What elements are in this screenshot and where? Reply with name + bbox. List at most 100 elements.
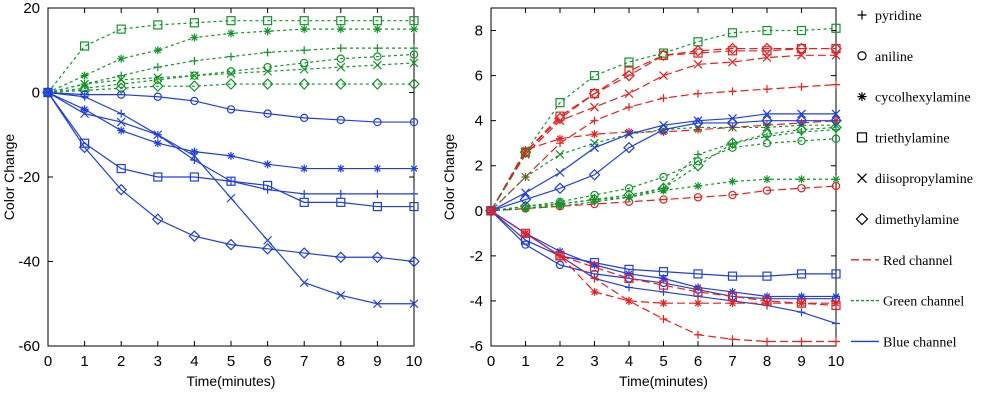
data-point-marker xyxy=(521,229,530,238)
data-point-marker xyxy=(115,183,128,196)
y-tick-label: 20 xyxy=(23,0,40,17)
data-point-marker xyxy=(555,168,565,177)
data-point-marker xyxy=(372,16,382,26)
data-point-marker xyxy=(590,274,599,283)
data-point-marker xyxy=(728,190,737,200)
series-diisopropylamine-green xyxy=(43,58,419,97)
data-point-marker xyxy=(831,134,841,143)
x-axis-label: Time(minutes) xyxy=(619,373,708,389)
data-point-marker xyxy=(659,71,668,81)
data-point-marker xyxy=(410,25,418,34)
data-point-marker xyxy=(658,48,669,58)
data-point-marker xyxy=(261,242,274,255)
x-tick-label: 8 xyxy=(763,353,771,370)
data-point-marker xyxy=(625,103,633,112)
plus-marker-icon xyxy=(857,10,867,20)
data-point-marker xyxy=(299,197,309,207)
data-point-marker xyxy=(693,59,703,69)
data-point-marker xyxy=(190,96,199,106)
data-point-marker xyxy=(300,46,309,55)
data-point-marker xyxy=(590,260,599,269)
data-point-marker xyxy=(153,46,162,55)
data-point-marker xyxy=(151,213,164,226)
data-point-marker xyxy=(409,16,419,26)
series-line xyxy=(490,54,836,212)
data-point-marker xyxy=(373,25,382,34)
data-point-marker xyxy=(43,87,53,98)
data-point-marker xyxy=(189,172,199,182)
data-point-marker xyxy=(657,182,670,195)
data-point-marker xyxy=(659,186,668,195)
data-point-marker xyxy=(693,287,703,297)
series-dimethylamine-blue xyxy=(485,114,842,217)
data-point-marker xyxy=(658,280,669,290)
x-tick-label: 4 xyxy=(190,353,198,370)
data-point-marker xyxy=(830,42,842,55)
data-point-marker xyxy=(371,78,384,90)
data-point-marker xyxy=(372,60,382,70)
data-point-marker xyxy=(373,52,382,61)
data-point-marker xyxy=(694,89,702,98)
data-point-marker xyxy=(300,189,309,198)
data-point-marker xyxy=(189,71,199,81)
data-point-marker xyxy=(226,69,236,78)
data-point-marker xyxy=(80,109,90,119)
data-point-marker xyxy=(80,79,90,89)
data-point-marker xyxy=(832,175,840,184)
series-dimethylamine-blue xyxy=(42,86,420,268)
data-point-marker xyxy=(832,80,840,89)
data-point-marker xyxy=(336,44,345,53)
data-point-marker xyxy=(589,262,600,272)
data-point-marker xyxy=(588,193,601,206)
data-point-marker xyxy=(263,235,273,245)
legend-label: cycolhexylamine xyxy=(875,91,971,106)
series-line xyxy=(47,91,414,123)
y-tick-label: 8 xyxy=(475,23,483,40)
data-point-marker xyxy=(79,41,90,51)
data-point-marker xyxy=(694,182,702,191)
data-point-marker xyxy=(263,66,273,76)
data-point-marker xyxy=(80,90,89,99)
series-diisopropylamine-blue xyxy=(43,88,419,309)
x-tick-label: 9 xyxy=(797,353,805,370)
data-point-marker xyxy=(659,127,668,136)
data-point-marker xyxy=(226,67,236,76)
x-tick-label: 6 xyxy=(694,353,702,370)
data-point-marker xyxy=(190,147,199,156)
data-point-marker xyxy=(762,109,772,119)
data-point-marker xyxy=(796,269,807,279)
data-point-marker xyxy=(263,180,273,191)
data-point-marker xyxy=(227,151,235,160)
data-point-marker xyxy=(795,114,808,127)
data-point-marker xyxy=(336,54,345,63)
data-point-marker xyxy=(372,201,382,212)
data-point-marker xyxy=(658,267,669,277)
data-point-marker xyxy=(334,251,347,264)
x-tick-label: 1 xyxy=(521,353,529,370)
data-point-marker xyxy=(300,164,309,173)
data-point-marker xyxy=(117,71,126,80)
data-point-marker xyxy=(589,89,600,99)
x-tick-label: 3 xyxy=(590,353,598,370)
data-point-marker xyxy=(831,43,841,54)
data-point-marker xyxy=(623,189,635,201)
data-point-marker xyxy=(761,114,773,127)
data-point-marker xyxy=(117,54,126,63)
data-point-marker xyxy=(590,116,599,125)
data-point-marker xyxy=(659,314,668,323)
data-point-marker xyxy=(624,57,634,67)
data-point-marker xyxy=(797,308,806,317)
data-point-marker xyxy=(299,64,309,74)
x-tick-label: 3 xyxy=(154,353,162,370)
x-tick-label: 0 xyxy=(487,353,495,370)
data-point-marker xyxy=(116,90,126,99)
data-point-marker xyxy=(225,78,237,90)
data-point-marker xyxy=(153,73,163,83)
data-point-marker xyxy=(225,238,237,251)
series-line xyxy=(47,20,414,93)
data-point-marker xyxy=(189,18,199,28)
data-point-marker xyxy=(763,175,771,184)
x-tick-label: 8 xyxy=(337,353,345,370)
series-dimethylamine-green xyxy=(42,78,420,99)
data-point-marker xyxy=(556,200,564,209)
